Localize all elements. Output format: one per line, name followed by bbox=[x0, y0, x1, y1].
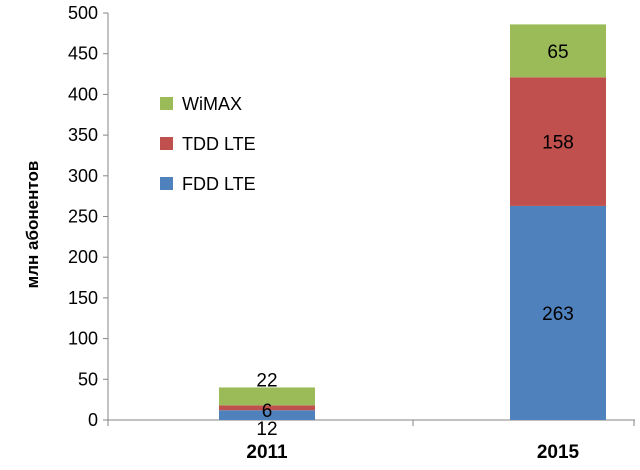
y-tick-label: 300 bbox=[68, 166, 98, 186]
legend-label: TDD LTE bbox=[182, 134, 256, 154]
y-tick-label: 450 bbox=[68, 44, 98, 64]
y-tick-label: 250 bbox=[68, 207, 98, 227]
y-tick-label: 0 bbox=[88, 410, 98, 430]
legend-label: WiMAX bbox=[182, 94, 242, 114]
x-category-label: 2015 bbox=[537, 442, 580, 463]
bars: 126 22 263 158 65 bbox=[219, 24, 606, 440]
y-tick-label: 50 bbox=[78, 369, 98, 389]
data-label: 6 bbox=[262, 401, 273, 422]
bar-segment bbox=[510, 77, 606, 206]
data-label: 12 bbox=[256, 419, 277, 440]
data-label: 263 bbox=[542, 304, 574, 325]
x-category-label: 2011 bbox=[246, 442, 288, 463]
legend-swatch bbox=[160, 177, 173, 190]
data-label: 22 bbox=[256, 370, 277, 391]
bar-segment bbox=[219, 405, 315, 411]
bar-segment bbox=[510, 205, 606, 420]
legend-label: FDD LTE bbox=[182, 174, 256, 194]
legend-swatch bbox=[160, 97, 173, 110]
legend-swatch bbox=[160, 137, 173, 150]
legend: WiMAX TDD LTE FDD LTE bbox=[160, 94, 256, 194]
y-tick-label: 200 bbox=[68, 247, 98, 267]
y-tick-label: 500 bbox=[68, 3, 98, 23]
y-tick-label: 400 bbox=[68, 84, 98, 104]
y-axis-title: млн абонентов bbox=[23, 161, 42, 289]
y-tick-label: 100 bbox=[68, 329, 98, 349]
data-label: 158 bbox=[542, 133, 574, 154]
bar-segment bbox=[219, 410, 315, 420]
y-tick-label: 150 bbox=[68, 288, 98, 308]
bar-segment bbox=[219, 387, 315, 406]
category-labels: 2011 2015 bbox=[107, 420, 635, 463]
bar-segment bbox=[510, 24, 606, 78]
y-tick-label: 350 bbox=[68, 125, 98, 145]
y-ticks: 0 50 100 150 200 250 300 350 400 450 500 bbox=[68, 3, 108, 430]
data-label: 65 bbox=[547, 42, 568, 63]
